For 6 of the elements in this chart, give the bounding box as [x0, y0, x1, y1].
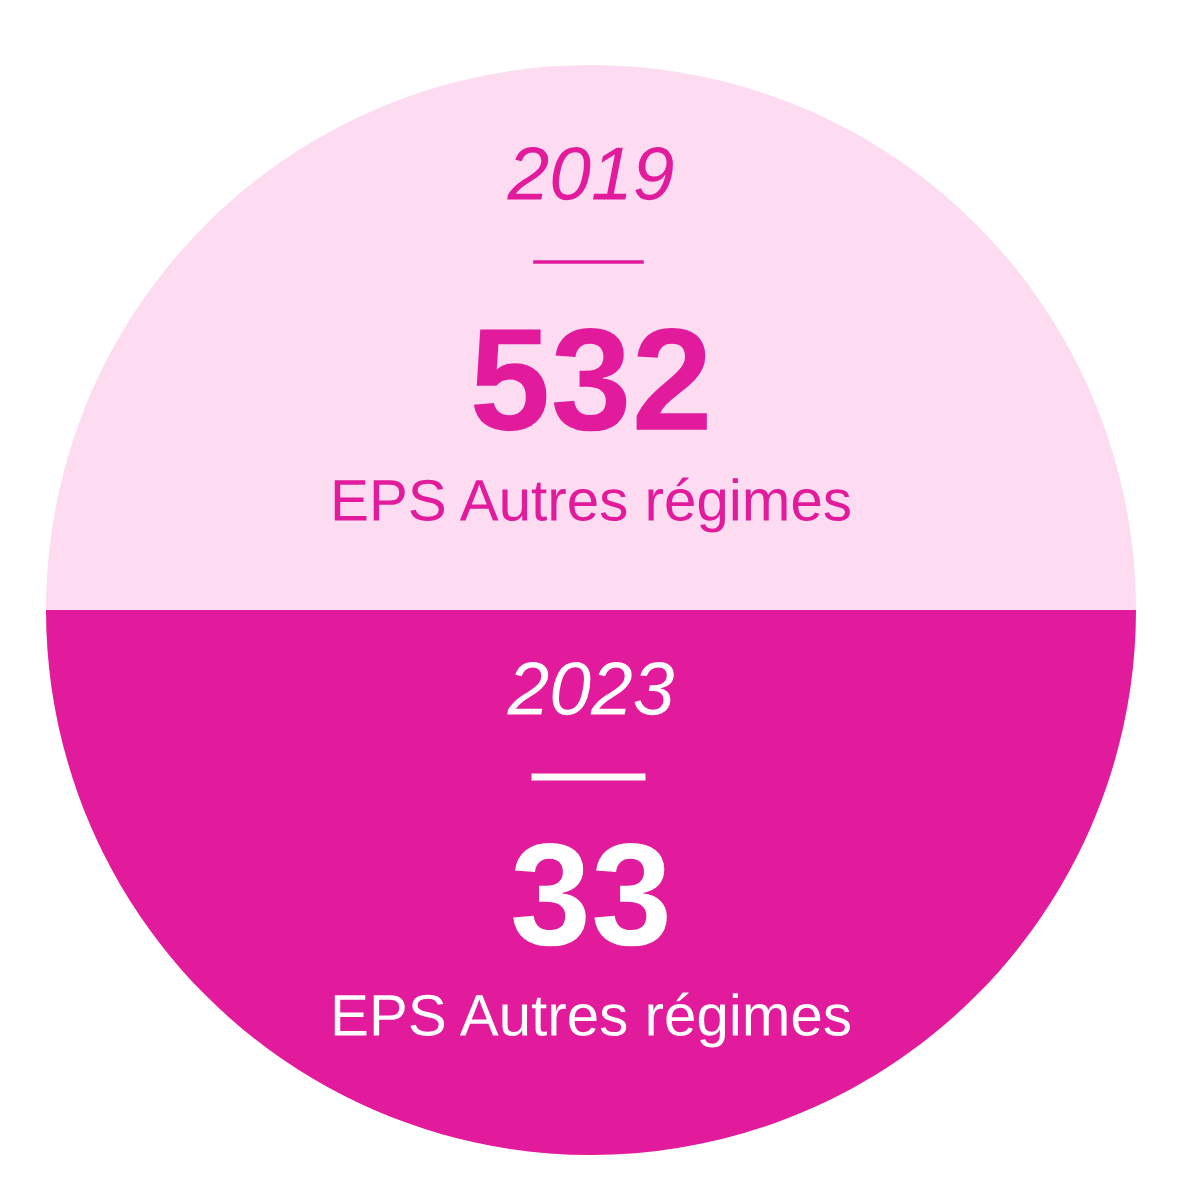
text: EPS Autres régimes: [334, 992, 850, 1048]
category-label: 2019: [507, 147, 673, 201]
data-label: 532: [473, 327, 707, 432]
category-label: 2023: [507, 662, 674, 716]
data-label: 33: [513, 842, 667, 947]
text: EPS Autres régimes: [334, 477, 850, 533]
